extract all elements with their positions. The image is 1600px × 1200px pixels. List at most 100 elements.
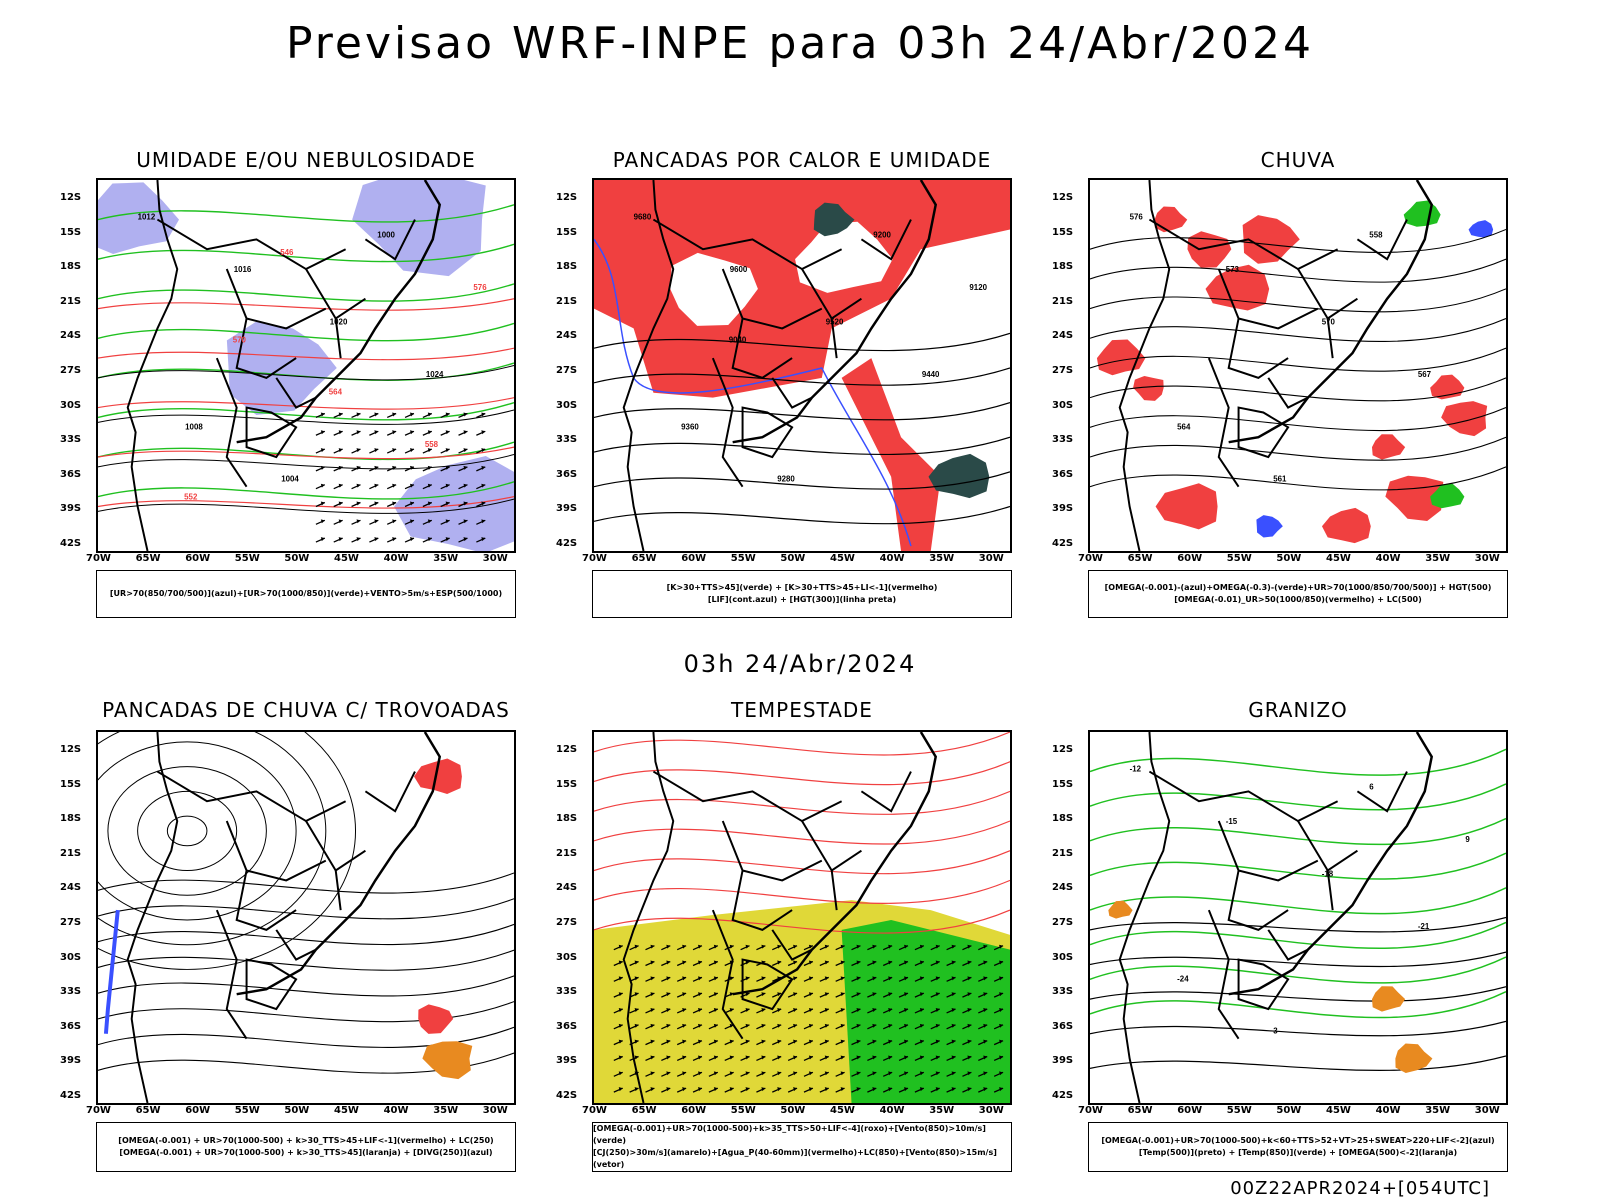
panel-title-chuva: CHUVA (1260, 148, 1336, 172)
wind-vector (772, 1023, 782, 1030)
wind-vector (708, 992, 719, 998)
wind-vector (386, 430, 397, 436)
wind-vector (661, 1087, 671, 1093)
legend-granizo: [OMEGA(-0.001)+UR>70(1000-500)+k<60+TTS>… (1088, 1122, 1508, 1172)
wind-vector (708, 1008, 719, 1014)
wind-vector (315, 537, 326, 543)
wind-vector (962, 1071, 972, 1077)
wind-vector (819, 944, 830, 951)
lat-tick-label: 36S (60, 1020, 82, 1032)
wind-vector (978, 1055, 988, 1062)
wind-vector (819, 960, 830, 967)
wind-vector (476, 519, 486, 525)
wind-vector (914, 960, 925, 967)
height-contour (1090, 377, 1506, 402)
lat-tick-label: 42S (556, 1090, 578, 1101)
lat-tick-label: 33S (60, 434, 82, 446)
wind-vector (404, 465, 415, 472)
wind-vector (898, 1055, 909, 1062)
wind-vector (993, 1087, 1004, 1093)
wind-vector (803, 976, 814, 982)
lat-tick-label: 39S (1052, 503, 1074, 515)
lat-tick-label: 12S (60, 744, 82, 755)
wind-vector (404, 430, 415, 436)
contour-label: -12 (1130, 765, 1142, 774)
lon-tick-label: 40W (1375, 1105, 1401, 1116)
lat-tick-label: 18S (1052, 261, 1074, 273)
contour-label: 9360 (681, 422, 699, 431)
wind-vector (613, 1039, 623, 1046)
wind-vector (661, 1023, 671, 1030)
pressure-contour (98, 498, 514, 514)
wind-vector (993, 1023, 1004, 1030)
contour-label: 6 (1369, 782, 1374, 791)
height-contour (1090, 288, 1506, 313)
thickness-contour (98, 298, 514, 311)
panel-title-tempestade: TEMPESTADE (731, 698, 873, 722)
lat-tick-label: 21S (556, 295, 578, 307)
wind-vector (978, 992, 988, 998)
lat-tick-label: 24S (60, 882, 82, 894)
lon-tick-label: 70W (86, 1105, 111, 1116)
wind-vector (613, 992, 623, 998)
wind-vector (422, 430, 433, 436)
humidity-contour (98, 441, 514, 461)
wind-vector (613, 976, 623, 982)
wind-vector (962, 1008, 972, 1014)
contour-label: 1008 (185, 422, 203, 431)
lon-tick-label: 70W (86, 553, 111, 564)
streamline (98, 923, 514, 945)
wind-vector (867, 1039, 877, 1046)
lat-tick-label: 30S (1052, 951, 1074, 963)
wind-vector (914, 1087, 925, 1093)
lat-tick-label: 36S (1052, 468, 1074, 480)
wind-vector (756, 1087, 766, 1093)
lon-tick-label: 70W (1078, 1105, 1103, 1116)
wind-vector (369, 519, 379, 525)
wind-vector (962, 992, 972, 998)
wind-vector (676, 1087, 687, 1093)
wind-vector (676, 1008, 687, 1014)
wind-vector (386, 483, 397, 490)
wind-vector (803, 1023, 814, 1030)
wind-vector (422, 412, 433, 419)
lat-tick-label: 39S (60, 503, 82, 515)
lon-tick-label: 40W (879, 553, 905, 564)
wind-vector (930, 1087, 940, 1093)
lat-tick-label: 36S (556, 468, 578, 480)
wind-vector (835, 960, 845, 967)
wind-vector (962, 1023, 972, 1030)
instability-area (928, 453, 990, 499)
height-contour (594, 436, 1010, 456)
wind-vector (930, 976, 940, 982)
wind-vector (692, 992, 703, 998)
lon-tick-label: 55W (730, 553, 756, 564)
lat-tick-label: 21S (60, 295, 82, 307)
precipitable-water-contour (594, 732, 1010, 756)
wind-vector (440, 483, 450, 490)
legend-tempestade: [OMEGA(-0.001)+UR>70(1000-500)+k>35_TTS>… (592, 1122, 1012, 1172)
wind-vector (422, 537, 433, 543)
wind-vector (645, 1039, 655, 1046)
wind-vector (914, 1055, 925, 1062)
contour-label: 564 (329, 388, 343, 397)
lon-tick-label: 35W (433, 1105, 459, 1116)
lat-tick-label: 12S (556, 192, 578, 203)
wind-vector (629, 1023, 639, 1030)
rain-area (1242, 215, 1300, 264)
contour-label: 9280 (777, 475, 795, 484)
wind-vector (787, 1071, 798, 1077)
lat-tick-label: 33S (1052, 986, 1074, 998)
precipitable-water-contour (594, 790, 1010, 815)
thunderstorm-area (413, 758, 462, 795)
lon-tick-label: 55W (1226, 553, 1252, 564)
contour-label: 561 (1273, 475, 1287, 484)
lat-tick-label: 27S (60, 365, 82, 376)
wind-vector (978, 1023, 988, 1030)
wind-vector (851, 1023, 861, 1030)
wind-vector (740, 1071, 750, 1077)
wind-vector (422, 483, 433, 490)
pressure-contour (98, 454, 514, 470)
temp-850-contour (1090, 852, 1506, 880)
lat-tick-label: 36S (556, 1020, 578, 1032)
